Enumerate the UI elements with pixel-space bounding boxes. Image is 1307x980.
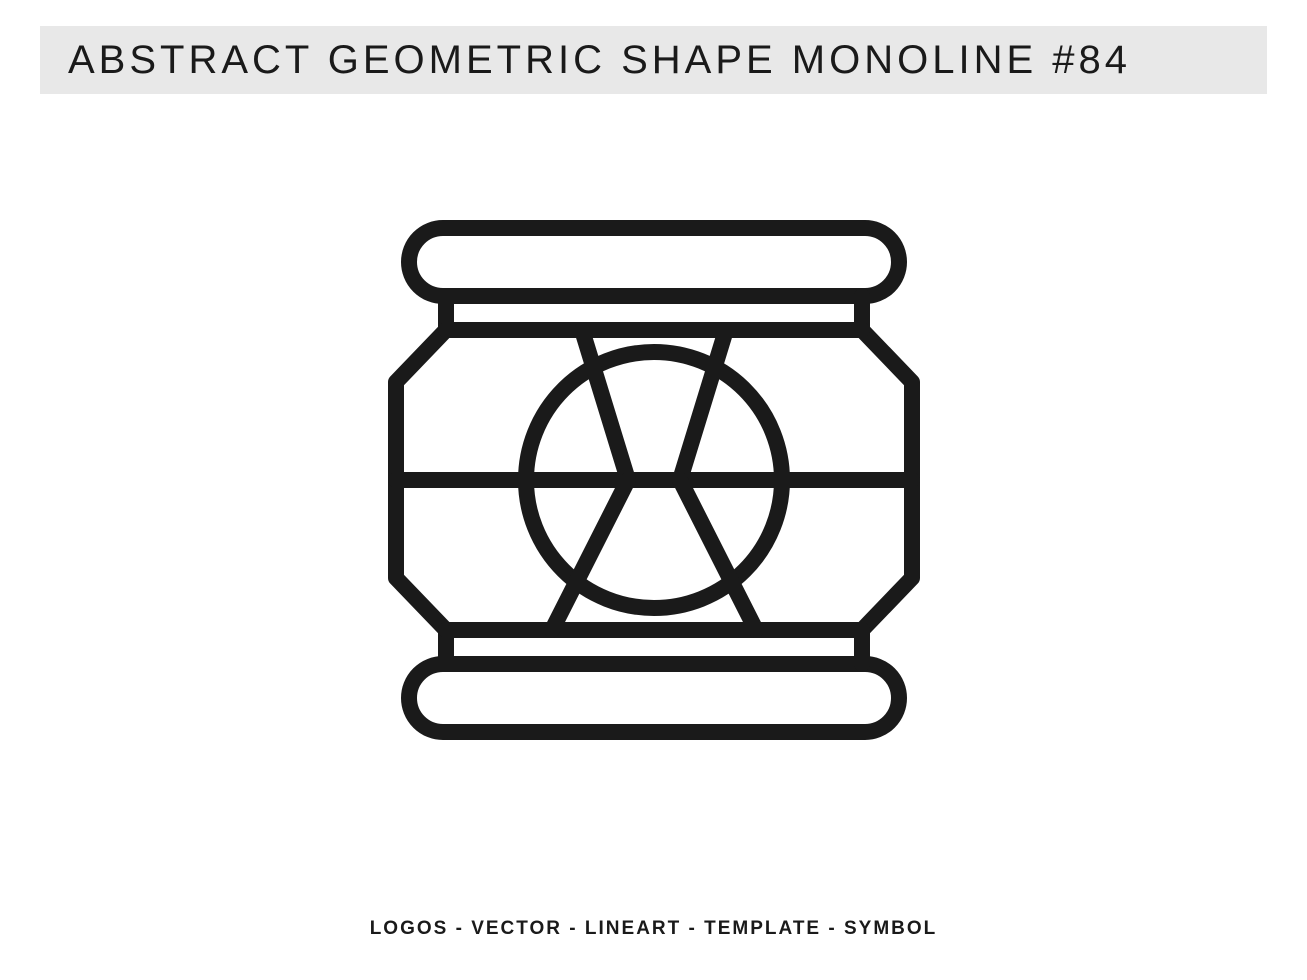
page-title: ABSTRACT GEOMETRIC SHAPE MONOLINE #84 [68,38,1131,83]
geometric-shape [384,220,924,740]
header-bar: ABSTRACT GEOMETRIC SHAPE MONOLINE #84 [40,26,1267,94]
monoline-shape-icon [384,220,924,740]
footer-keywords: LOGOS - VECTOR - LINEART - TEMPLATE - SY… [0,918,1307,940]
